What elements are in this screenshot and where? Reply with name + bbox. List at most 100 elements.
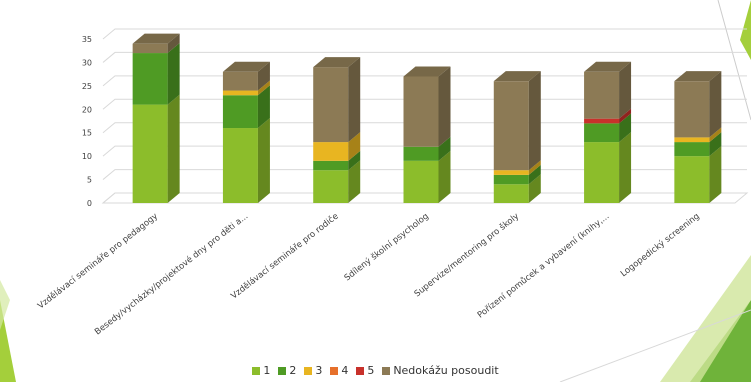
- bar-segment-front: [584, 71, 620, 119]
- x-category-label: Besedy/vycházky/projektové dny pro děti …: [92, 211, 250, 338]
- legend-swatch: [330, 366, 339, 375]
- legend-swatch: [304, 366, 313, 375]
- bar-segment-side: [709, 146, 722, 203]
- bar-segment-front: [493, 81, 529, 171]
- right-guide-line: [717, 0, 751, 121]
- bar-segment-front: [222, 128, 258, 203]
- bar-segment-front: [493, 184, 529, 203]
- bar-segment-side: [528, 174, 541, 203]
- bar-stack: [222, 61, 270, 203]
- bar-segment-side: [619, 61, 632, 119]
- legend-swatch: [252, 366, 261, 375]
- bar-segment-front: [403, 76, 439, 147]
- right-green-accent-top: [740, 0, 751, 60]
- y-tick-label: 15: [82, 129, 92, 138]
- bar-segment-side: [348, 160, 361, 203]
- gridline: [102, 28, 747, 40]
- y-tick-label: 5: [87, 176, 92, 185]
- bar-segment-front: [584, 123, 620, 143]
- y-tick-label: 0: [87, 199, 92, 208]
- bar-segment-side: [257, 85, 270, 129]
- legend-item: 4: [330, 364, 348, 377]
- y-tick-label: 10: [82, 152, 92, 161]
- bar-segment-front: [674, 156, 710, 203]
- bar-segment-top: [674, 71, 722, 82]
- bar-segment-side: [528, 164, 541, 185]
- left-green-accent-light: [0, 280, 10, 330]
- bar-segment-top: [313, 57, 361, 68]
- bar-stack: [674, 71, 722, 203]
- bar-stack: [403, 66, 451, 203]
- legend-item: 5: [356, 364, 374, 377]
- bar-segment-side: [348, 150, 361, 171]
- bottom-guide-line: [559, 309, 751, 382]
- bar-segment-front: [674, 81, 710, 138]
- chart-legend: 1 2 3 4 5 Nedokážu posoudit: [0, 364, 751, 378]
- bar-segment-side: [438, 136, 451, 161]
- bar-segment-front: [584, 142, 620, 203]
- legend-label: 2: [289, 364, 297, 377]
- bar-segment-top: [493, 71, 541, 82]
- bar-stack: [313, 57, 361, 203]
- y-tick-label: 30: [82, 58, 92, 67]
- bar-segment-front: [222, 95, 258, 129]
- bar-segment-front: [403, 160, 439, 203]
- bar-segment-front: [313, 67, 349, 143]
- bar-segment-front: [222, 90, 258, 96]
- bar-segment-front: [674, 142, 710, 157]
- bar-segment-side: [528, 160, 541, 175]
- legend-label: 5: [367, 364, 375, 377]
- bar-segment-side: [348, 132, 361, 161]
- bar-segment-side: [438, 150, 451, 203]
- legend-label: 1: [263, 364, 271, 377]
- bar-segment-top: [403, 66, 451, 77]
- legend-swatch: [278, 366, 287, 375]
- bar-segment-front: [674, 137, 710, 143]
- bar-segment-side: [528, 71, 541, 171]
- gridline: [102, 51, 747, 63]
- bar-segment-front: [313, 170, 349, 203]
- bar-segment-front: [584, 118, 620, 124]
- bar-segment-side: [438, 66, 451, 147]
- bar-segment-side: [167, 43, 180, 105]
- bar-segment-front: [132, 43, 168, 54]
- legend-item: 2: [278, 364, 296, 377]
- x-category-label: Supervize/mentoring pro školy: [412, 211, 521, 300]
- x-category-label: Sdílený školní psycholog: [342, 211, 431, 284]
- right-green-accent-light: [660, 255, 751, 382]
- bar-segment-top: [132, 33, 180, 44]
- y-tick-label: 25: [82, 82, 92, 91]
- legend-item: 3: [304, 364, 322, 377]
- bar-segment-side: [709, 132, 722, 157]
- legend-label: 3: [315, 364, 323, 377]
- legend-label: Nedokážu posoudit: [393, 364, 499, 377]
- bar-segment-front: [403, 146, 439, 161]
- bar-segment-top: [222, 61, 270, 72]
- bar-segment-front: [132, 53, 168, 105]
- legend-label: 4: [341, 364, 349, 377]
- bar-stack: [493, 71, 541, 203]
- bar-segment-side: [257, 80, 270, 96]
- bar-segment-side: [709, 127, 722, 143]
- bar-segment-top: [584, 61, 632, 72]
- x-category-label: Logopedický screening: [619, 211, 702, 279]
- bar-segment-front: [132, 104, 168, 203]
- bar-segment-front: [313, 142, 349, 161]
- bar-segment-front: [222, 71, 258, 91]
- bar-segment-front: [493, 170, 529, 175]
- left-green-accent: [0, 300, 16, 382]
- legend-swatch: [356, 366, 365, 375]
- bar-segment-front: [313, 160, 349, 171]
- legend-swatch: [382, 366, 391, 375]
- bar-segment-side: [619, 113, 632, 143]
- y-tick-label: 20: [82, 105, 92, 114]
- bar-segment-side: [619, 132, 632, 203]
- legend-item: 1: [252, 364, 270, 377]
- bar-stack: [584, 61, 632, 203]
- bar-segment-side: [167, 94, 180, 203]
- y-tick-label: 35: [82, 35, 92, 44]
- bar-segment-side: [167, 33, 180, 54]
- bar-segment-side: [257, 61, 270, 91]
